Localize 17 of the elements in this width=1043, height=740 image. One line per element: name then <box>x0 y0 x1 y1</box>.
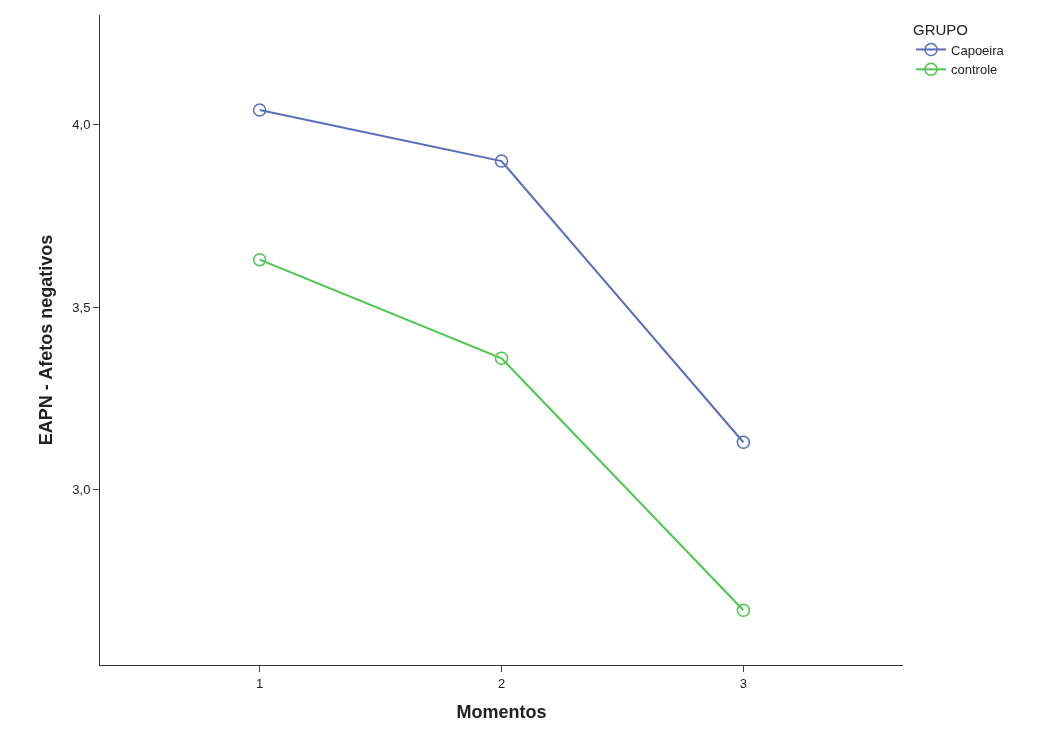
point <box>736 435 751 449</box>
y-tick-label: 3,0 <box>72 482 91 498</box>
point <box>736 603 751 617</box>
point <box>494 154 509 168</box>
y-tick-label: 3,5 <box>72 299 91 315</box>
x-tick-label: 1 <box>256 675 264 691</box>
point <box>494 351 509 365</box>
x-tick-label: 2 <box>497 675 506 691</box>
y-tick-label: 4,0 <box>72 117 91 133</box>
point <box>252 103 267 117</box>
x-tick-label: 3 <box>739 675 747 691</box>
legend-label: controle <box>951 62 998 78</box>
legend-title: GRUPO <box>913 20 969 38</box>
x-axis-title: Momentos <box>456 701 547 722</box>
point <box>252 252 267 267</box>
y-axis-title: EAPN - Afetos negativos <box>35 234 56 446</box>
legend-label: Capoeira <box>951 42 1005 58</box>
